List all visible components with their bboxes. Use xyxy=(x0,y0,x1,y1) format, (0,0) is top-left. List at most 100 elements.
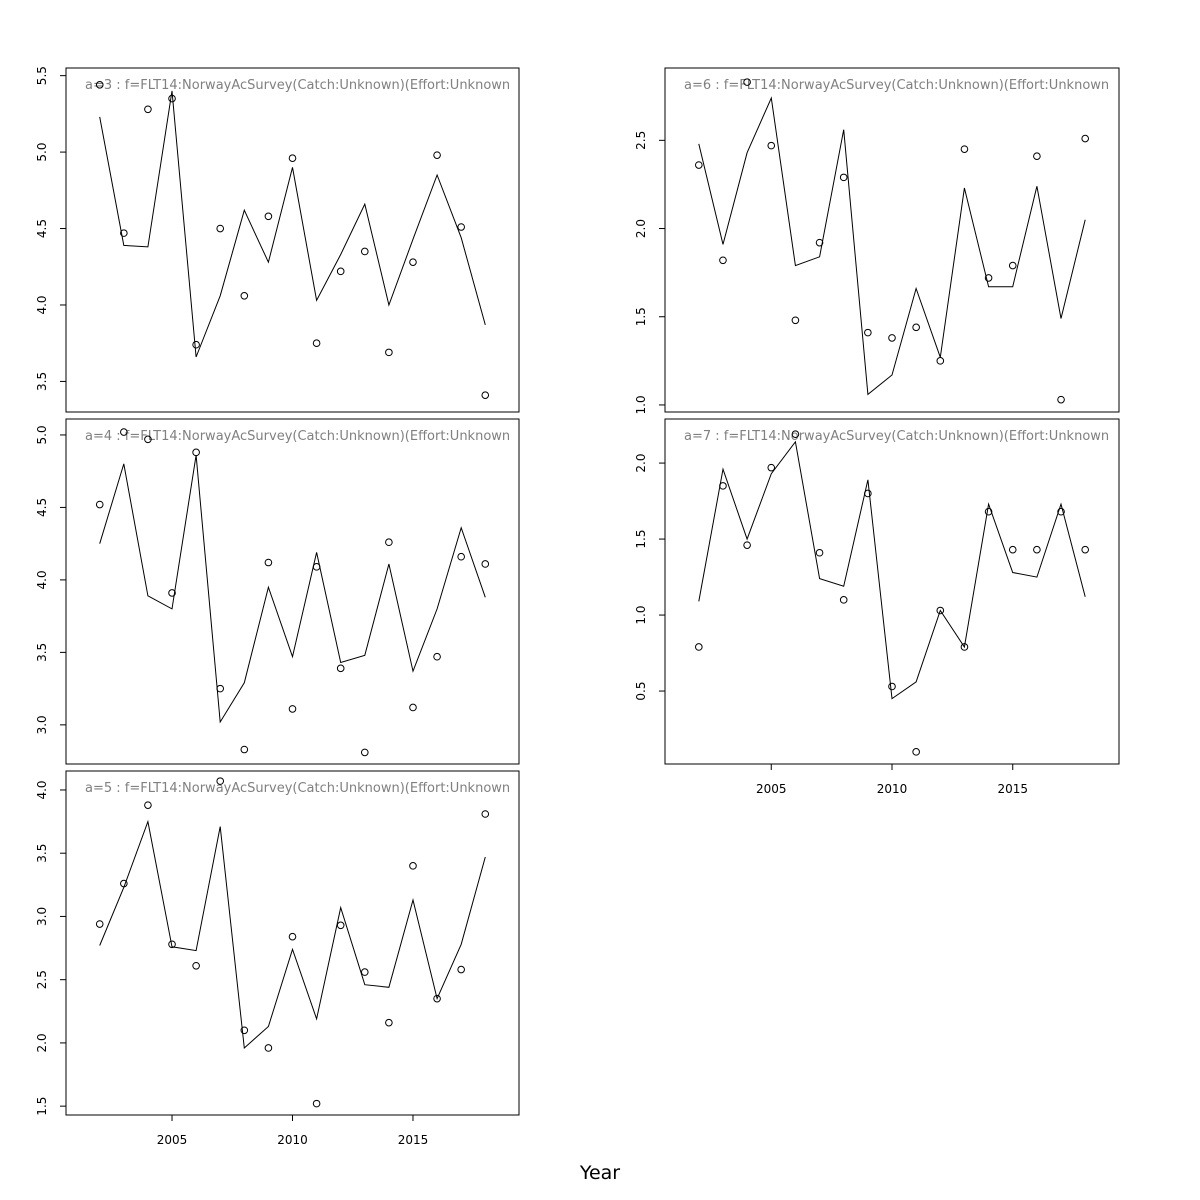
observed-point-a4 xyxy=(312,563,321,571)
observed-point-a4 xyxy=(433,652,441,661)
x-tick-label-right: 2015 xyxy=(997,782,1028,796)
y-tick-label-a6: 2.0 xyxy=(634,219,648,238)
y-tick-label-a5: 4.0 xyxy=(35,780,49,799)
panel-a4: 3.0 3.5 4.0 4.5 5.0 a=4 : f=FLT14:NorwayAcSur… xyxy=(35,418,520,765)
observed-point-a4 xyxy=(192,448,200,457)
plot-frame-a5 xyxy=(65,770,520,1116)
observed-point-a5 xyxy=(288,932,297,941)
y-tick-label-a5: 3.5 xyxy=(35,844,49,863)
plot-frame-a4 xyxy=(65,418,520,765)
observed-point-a5 xyxy=(336,921,345,930)
observed-point-a7 xyxy=(1057,507,1065,516)
observed-point-a5 xyxy=(264,1044,273,1052)
observed-point-a4 xyxy=(240,745,249,754)
panel-title-a4: a=4 : f=FLT14:NorwayAcSurvey(Catch:Unkno… xyxy=(85,429,510,444)
x-tick-label-right: 2010 xyxy=(877,782,908,796)
observed-point-a5 xyxy=(457,965,465,974)
observed-point-a3 xyxy=(336,267,345,276)
observed-point-a6 xyxy=(695,161,703,169)
x-tick-label-right: 2005 xyxy=(756,782,787,796)
observed-point-a6 xyxy=(960,145,969,153)
y-tick-label-a6: 1.0 xyxy=(634,395,648,414)
y-tick-label-a7: 0.5 xyxy=(634,682,648,701)
observed-point-a5 xyxy=(144,801,152,809)
y-tick-label-a5: 2.0 xyxy=(35,1033,49,1052)
observed-point-a3 xyxy=(264,212,273,221)
observed-point-a3 xyxy=(409,258,417,266)
fitted-line-a7 xyxy=(698,440,1086,700)
observed-point-a3 xyxy=(433,151,441,159)
observed-point-a5 xyxy=(168,940,176,949)
observed-point-a3 xyxy=(120,229,128,237)
observed-point-a3 xyxy=(312,339,321,348)
observed-point-a6 xyxy=(743,78,751,86)
observed-point-a3 xyxy=(360,247,369,256)
observed-point-a4 xyxy=(481,560,490,568)
observed-point-a4 xyxy=(120,428,128,436)
panel-a3: 3.5 4.0 4.5 5.0 5.5 a=3 : f=FLT14:NorwayAcSur… xyxy=(35,66,520,413)
panel-title-a3: a=3 : f=FLT14:NorwayAcSurvey(Catch:Unkno… xyxy=(85,78,510,93)
observed-point-a4 xyxy=(168,589,176,597)
observed-point-a4 xyxy=(457,552,465,561)
bottom-axis-right: 2005 2010 2015 xyxy=(756,763,1028,796)
y-tick-label-a5: 3.0 xyxy=(35,907,49,926)
observed-point-a7 xyxy=(1033,545,1041,554)
observed-point-a5 xyxy=(409,862,417,870)
observed-point-a4 xyxy=(336,664,345,673)
y-tick-label-a3: 4.0 xyxy=(35,295,49,314)
observed-point-a4 xyxy=(409,703,417,712)
x-tick-label-left: 2005 xyxy=(157,1133,188,1147)
fitted-line-a4 xyxy=(99,455,486,724)
observed-point-a6 xyxy=(1057,395,1065,404)
observed-point-a6 xyxy=(815,238,824,247)
observed-point-a7 xyxy=(960,643,969,651)
observed-point-a3 xyxy=(144,105,152,114)
panel-title-a7: a=7 : f=FLT14:NorwayAcSurvey(Catch:Unkno… xyxy=(684,429,1109,444)
y-tick-label-a5: 2.5 xyxy=(35,970,49,989)
fitted-line-a5 xyxy=(99,819,486,1050)
panel-title-a6: a=6 : f=FLT14:NorwayAcSurvey(Catch:Unkno… xyxy=(684,78,1109,93)
observed-point-a6 xyxy=(839,173,848,182)
observed-point-a5 xyxy=(120,879,128,888)
observed-point-a3 xyxy=(288,154,297,163)
observed-point-a6 xyxy=(1081,134,1089,143)
observed-point-a7 xyxy=(743,541,751,549)
x-tick-label-left: 2010 xyxy=(277,1133,308,1147)
observed-point-a5 xyxy=(433,994,441,1003)
observed-point-a4 xyxy=(360,748,369,757)
y-tick-label-a6: 1.5 xyxy=(634,307,648,326)
observed-point-a6 xyxy=(767,141,776,150)
fitted-line-a6 xyxy=(698,96,1086,396)
observed-point-a5 xyxy=(95,920,104,928)
panel-a6: 1.0 1.5 2.0 2.5 a=6 : f=FLT14:NorwayAcSurvey… xyxy=(634,67,1120,414)
x-axis-label: Year xyxy=(579,1162,620,1184)
observed-point-a3 xyxy=(216,224,225,233)
panel-a5: 1.5 2.0 2.5 3.0 3.5 4.0 a=5 : f=FLT14:NorwayAc… xyxy=(35,770,520,1116)
observed-point-a5 xyxy=(385,1018,393,1027)
observed-point-a6 xyxy=(719,256,727,265)
observed-point-a6 xyxy=(912,323,920,332)
y-tick-label-a3: 4.5 xyxy=(35,219,49,238)
y-tick-label-a3: 3.5 xyxy=(35,372,49,391)
observed-point-a7 xyxy=(695,643,703,651)
observed-point-a7 xyxy=(888,682,896,691)
y-tick-label-a6: 2.5 xyxy=(634,131,648,150)
bottom-axis-left: 2005 2010 2015 xyxy=(157,1114,428,1147)
observed-point-a4 xyxy=(95,500,104,509)
observed-point-a6 xyxy=(864,328,872,337)
observed-point-a4 xyxy=(216,684,225,693)
observed-point-a3 xyxy=(168,94,176,103)
plot-frame-a3 xyxy=(65,67,520,413)
y-tick-label-a7: 1.0 xyxy=(634,606,648,625)
y-tick-label-a5: 1.5 xyxy=(35,1097,49,1116)
y-tick-label-a4: 3.5 xyxy=(35,643,49,662)
panel-a7: 0.5 1.0 1.5 2.0 a=7 : f=FLT14:NorwayAcSurvey… xyxy=(634,418,1120,765)
fitted-line-a3 xyxy=(99,90,486,358)
observed-point-a6 xyxy=(1008,261,1017,270)
observed-point-a4 xyxy=(385,538,393,547)
y-tick-label-a3: 5.0 xyxy=(35,143,49,162)
observed-point-a6 xyxy=(888,334,896,342)
observed-point-a7 xyxy=(839,596,848,604)
observed-point-a7 xyxy=(912,748,920,756)
y-tick-label-a7: 1.5 xyxy=(634,530,648,549)
